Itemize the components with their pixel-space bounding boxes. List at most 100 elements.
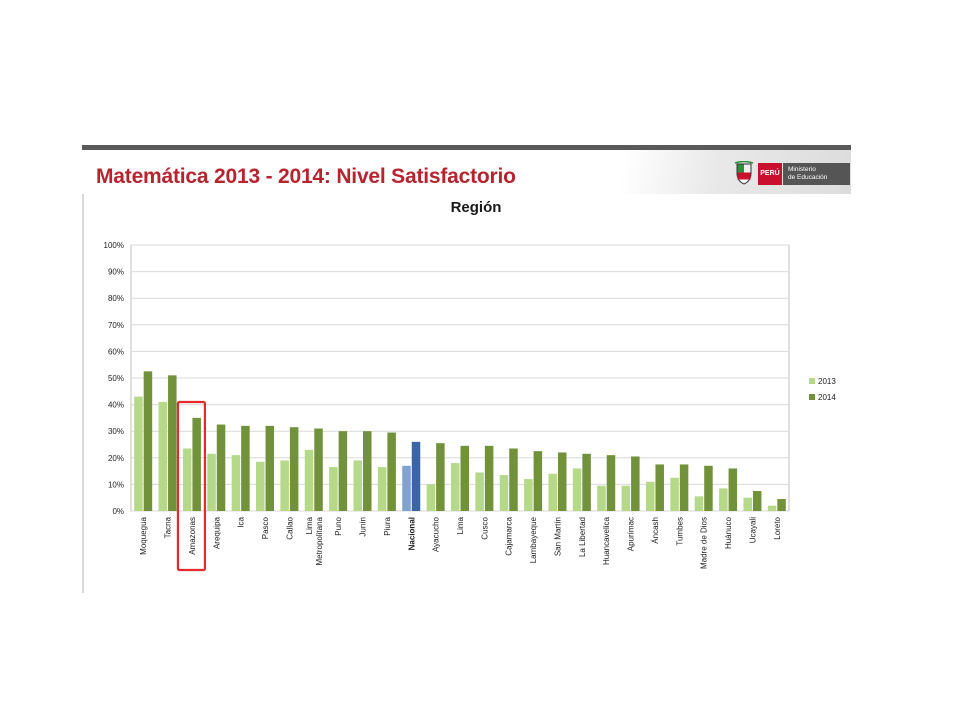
bar-2013 bbox=[743, 497, 752, 511]
bar-2013 bbox=[597, 485, 606, 511]
bar-2014 bbox=[168, 375, 177, 511]
bar-2014 bbox=[655, 464, 664, 511]
slide-title: Matemática 2013 - 2014: Nivel Satisfacto… bbox=[96, 165, 516, 188]
x-category-label: Ayacucho bbox=[432, 516, 441, 552]
y-tick-label: 20% bbox=[108, 454, 124, 463]
x-category-label: Amazonas bbox=[188, 517, 197, 555]
bar-2014 bbox=[143, 371, 153, 511]
x-category-label: Apurímac bbox=[627, 517, 636, 551]
x-category-label: Pasco bbox=[261, 516, 270, 539]
bar-2014 bbox=[777, 499, 786, 511]
legend-swatch bbox=[809, 394, 815, 400]
bar-2014 bbox=[704, 465, 713, 511]
bar-2014 bbox=[363, 431, 372, 511]
coat-of-arms-icon bbox=[734, 161, 754, 185]
x-category-label: Callao bbox=[285, 516, 294, 539]
y-tick-label: 30% bbox=[108, 427, 124, 436]
y-tick-label: 10% bbox=[108, 480, 124, 489]
y-tick-label: 80% bbox=[108, 294, 124, 303]
slide: Matemática 2013 - 2014: Nivel Satisfacto… bbox=[82, 145, 851, 593]
x-category-label: Ucayali bbox=[748, 517, 757, 543]
legend-swatch bbox=[809, 378, 815, 384]
y-tick-label: 70% bbox=[108, 321, 124, 330]
x-category-label: Ica bbox=[237, 516, 246, 527]
bar-2014 bbox=[509, 448, 518, 511]
x-category-label: Tacna bbox=[164, 516, 173, 538]
x-category-label: Áncash bbox=[651, 517, 660, 544]
bar-2013 bbox=[134, 396, 143, 511]
bar-2013 bbox=[280, 460, 289, 511]
bar-2014 bbox=[265, 425, 275, 511]
x-category-label: Junín bbox=[359, 517, 368, 537]
top-bar bbox=[82, 145, 851, 150]
x-category-label: Cajamarca bbox=[505, 516, 514, 555]
bar-2013 bbox=[402, 465, 411, 511]
bar-2014 bbox=[216, 424, 226, 511]
ministry-line-1: Ministerio bbox=[788, 166, 816, 173]
y-tick-label: 0% bbox=[112, 507, 124, 516]
bar-2013 bbox=[645, 481, 655, 511]
bar-2013 bbox=[426, 484, 436, 511]
slide-left-border bbox=[82, 194, 84, 593]
bar-2014 bbox=[314, 428, 323, 511]
x-category-label: Arequipa bbox=[212, 516, 221, 549]
x-category-label: Lima bbox=[456, 516, 465, 534]
bar-2013 bbox=[621, 485, 631, 511]
x-category-label: Piura bbox=[383, 516, 392, 535]
bar-2013 bbox=[475, 472, 484, 511]
ministry-label: Ministerio de Educación bbox=[783, 163, 850, 185]
bar-2013 bbox=[158, 401, 168, 511]
x-category-label: Puno bbox=[334, 516, 343, 535]
bar-2014 bbox=[289, 427, 299, 511]
bar-chart: 0% 10% 20% 30% 40% 50% 60% 70% 80% 90% 100% Moquegu… bbox=[104, 241, 836, 572]
x-category-label: Tumbes bbox=[675, 517, 684, 546]
bar-2013 bbox=[329, 467, 338, 511]
bar-2013 bbox=[353, 460, 363, 511]
y-tick-label: 60% bbox=[108, 347, 124, 356]
bar-2013 bbox=[207, 453, 216, 511]
bar-2014 bbox=[411, 441, 421, 511]
bar-2014 bbox=[484, 445, 494, 511]
bar-2013 bbox=[719, 488, 728, 511]
x-category-label: Moquegua bbox=[139, 516, 148, 554]
y-tick-label: 90% bbox=[108, 268, 124, 277]
bar-2013 bbox=[499, 475, 509, 511]
y-tick-label: 100% bbox=[104, 241, 124, 250]
bar-2014 bbox=[533, 451, 543, 511]
y-tick-label: 50% bbox=[108, 374, 124, 383]
bar-2014 bbox=[728, 468, 738, 511]
x-category-label: Huánuco bbox=[724, 516, 733, 549]
ministry-line-2: de Educación bbox=[788, 174, 828, 181]
bar-2014 bbox=[631, 456, 640, 511]
bar-2013 bbox=[572, 468, 582, 511]
legend-label: 2014 bbox=[818, 393, 836, 402]
bar-2014 bbox=[557, 452, 567, 511]
bar-2014 bbox=[241, 425, 250, 511]
bar-2013 bbox=[256, 461, 265, 511]
country-label: PERÚ bbox=[758, 163, 782, 185]
bar-2013 bbox=[451, 463, 460, 511]
bar-2013 bbox=[670, 477, 679, 511]
bar-2014 bbox=[752, 491, 762, 511]
legend-label: 2013 bbox=[818, 377, 836, 386]
chart-title: Región bbox=[450, 199, 502, 216]
bar-2013 bbox=[694, 496, 704, 511]
bar-2013 bbox=[182, 448, 192, 511]
bar-2013 bbox=[548, 473, 557, 511]
bar-2014 bbox=[387, 432, 396, 511]
bar-2014 bbox=[192, 417, 201, 511]
bar-2013 bbox=[304, 449, 314, 511]
bar-2014 bbox=[679, 464, 689, 511]
bar-2013 bbox=[767, 505, 777, 511]
x-category-label: Lambayeque bbox=[529, 516, 538, 563]
x-category-label: LimaMetropolitana bbox=[305, 516, 324, 565]
header-band bbox=[82, 150, 851, 194]
x-category-label: Huancavelica bbox=[602, 516, 611, 565]
y-tick-label: 40% bbox=[108, 401, 124, 410]
bar-2013 bbox=[524, 479, 533, 511]
highlight-box bbox=[176, 400, 207, 572]
bar-2013 bbox=[377, 467, 387, 511]
x-category-label: San Martín bbox=[553, 517, 562, 556]
x-category-label: Nacional bbox=[407, 517, 416, 550]
ministry-logo: PERÚ Ministerio de Educación bbox=[734, 161, 852, 187]
